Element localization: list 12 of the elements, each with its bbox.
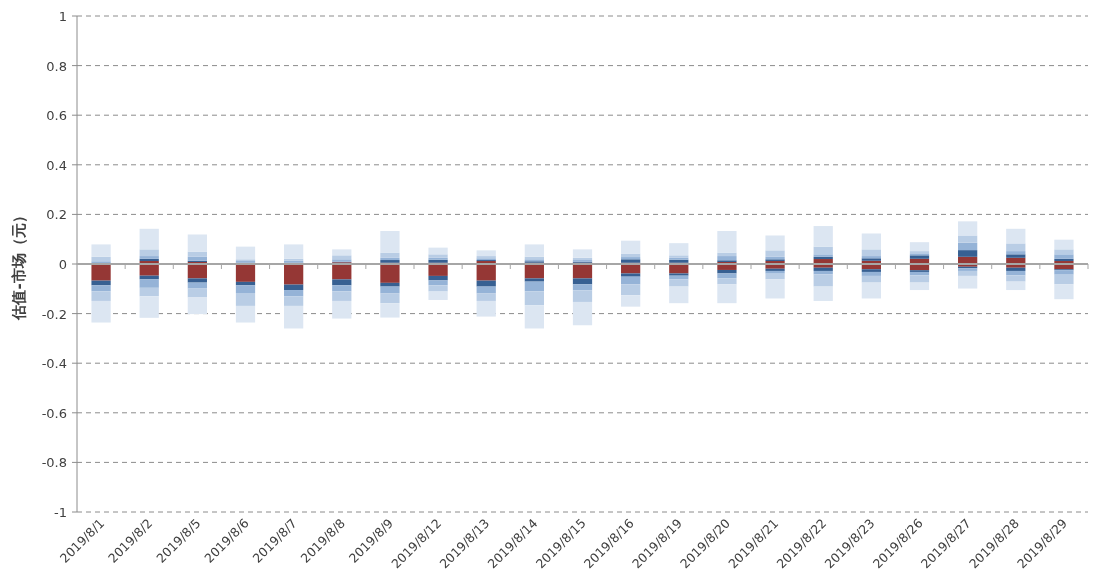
y-tick-label: 0.2 — [46, 207, 67, 223]
y-axis-title: 估值-市场（元） — [10, 208, 28, 321]
y-tick-label: -0.8 — [41, 455, 67, 471]
y-tick-label: 0.8 — [46, 58, 67, 74]
y-tick-label: 0.4 — [46, 157, 67, 173]
y-tick-label: 1 — [58, 9, 67, 24]
y-tick-label: -1 — [54, 505, 67, 520]
y-tick-label: -0.4 — [41, 356, 67, 372]
y-tick-label: 0 — [58, 257, 67, 272]
y-tick-label: 0.6 — [46, 108, 67, 124]
y-tick-label: -0.6 — [41, 405, 67, 421]
y-tick-label: -0.2 — [41, 306, 67, 322]
